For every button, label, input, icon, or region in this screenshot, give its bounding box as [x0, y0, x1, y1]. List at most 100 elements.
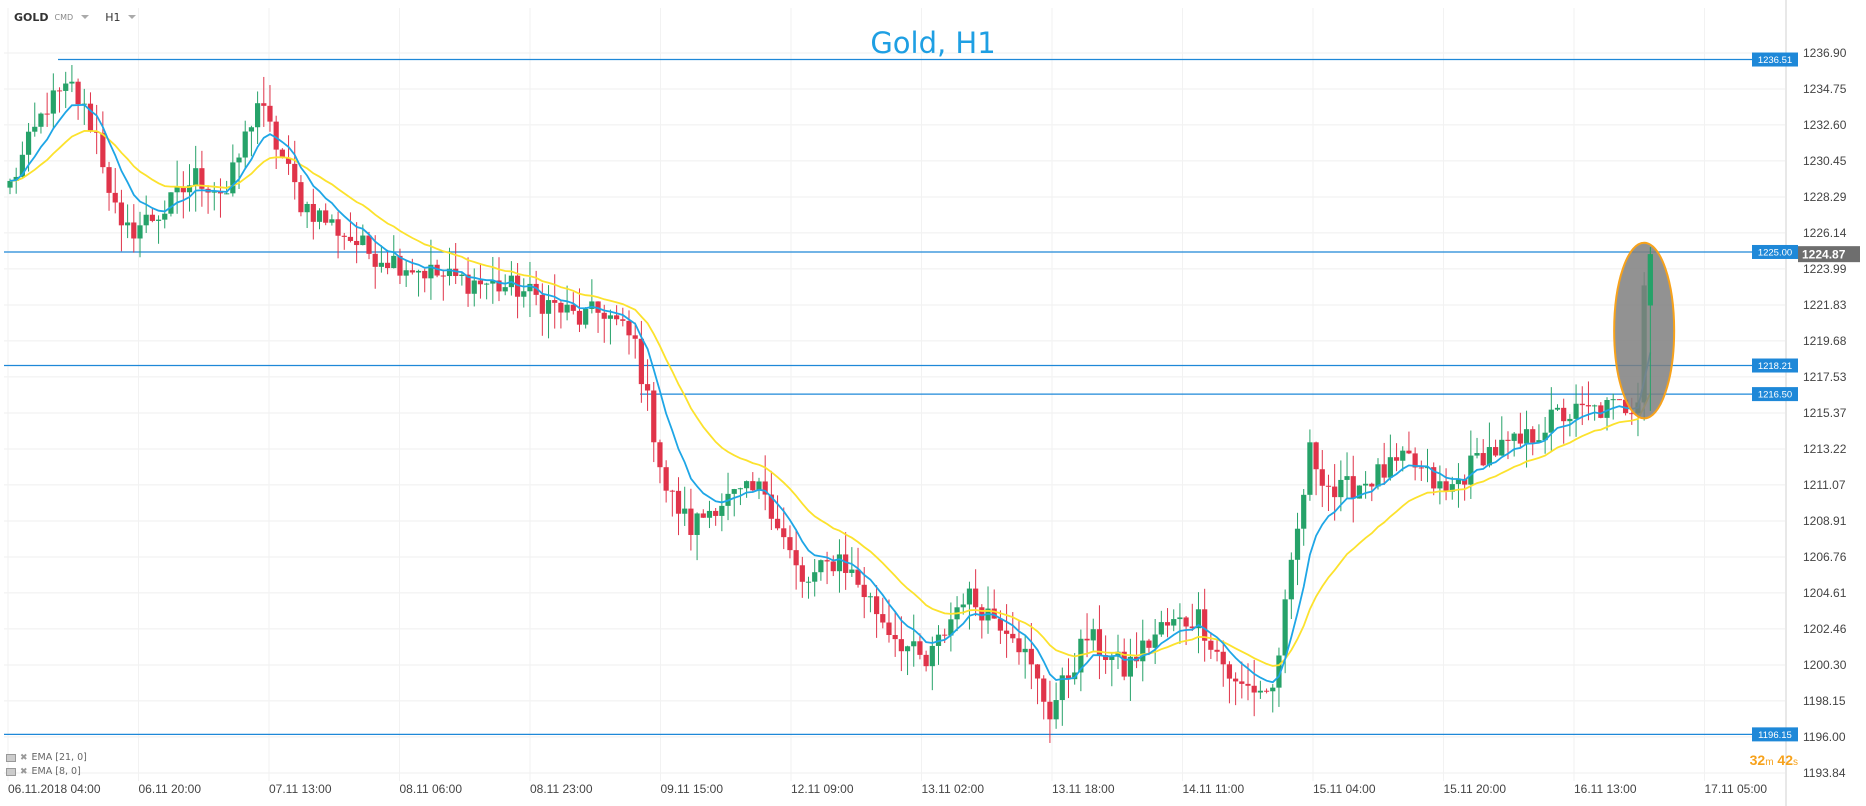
candle	[248, 127, 255, 132]
x-tick-label: 09.11 15:00	[661, 782, 724, 796]
candle	[1493, 447, 1499, 456]
candlesticks	[7, 65, 1653, 743]
candle	[1573, 403, 1579, 419]
close-icon[interactable]: ✖	[20, 752, 28, 763]
x-tick-label: 15.11 20:00	[1444, 782, 1507, 796]
x-axis: 06.11.2018 04:00 06.11 20:00 07.11 13:00 08…	[8, 782, 1767, 796]
candle	[471, 280, 477, 294]
candle	[1338, 479, 1344, 498]
candle	[125, 222, 131, 226]
chevron-down-icon[interactable]	[81, 15, 90, 19]
candle	[1059, 675, 1065, 701]
y-tick-label: 1223.99	[1803, 262, 1847, 276]
candle	[570, 304, 576, 311]
candle	[1103, 655, 1109, 660]
candle	[230, 162, 236, 194]
candle	[255, 103, 261, 128]
candle	[1511, 433, 1517, 441]
timeframe-selector[interactable]: H1	[105, 10, 121, 24]
candle	[56, 90, 63, 92]
candle	[50, 90, 56, 114]
level-tag	[1752, 52, 1798, 67]
candle	[1146, 640, 1152, 648]
candle	[1263, 690, 1270, 692]
candle	[917, 641, 923, 655]
candle	[1462, 478, 1468, 485]
x-tick-label: 08.11 06:00	[400, 782, 463, 796]
candle	[1239, 681, 1245, 684]
candle	[1251, 685, 1257, 693]
candle	[812, 572, 818, 582]
candle	[638, 338, 644, 385]
candle	[682, 508, 688, 514]
candle	[514, 275, 521, 297]
level-tag	[1752, 358, 1798, 373]
candle	[1065, 675, 1072, 680]
candle	[335, 219, 341, 236]
candle	[533, 283, 539, 295]
candle	[279, 149, 285, 158]
candle	[861, 584, 867, 598]
candle	[168, 192, 174, 214]
candle	[1542, 432, 1548, 441]
close-icon[interactable]: ✖	[20, 766, 28, 777]
candle	[143, 214, 149, 226]
indicator-label: EMA [8, 0]	[31, 766, 81, 777]
y-tick-label: 1198.15	[1803, 694, 1846, 708]
candle	[898, 639, 904, 652]
candle	[595, 301, 601, 313]
candle	[63, 83, 69, 91]
candle	[1598, 405, 1604, 418]
candle	[403, 270, 409, 276]
candle	[886, 622, 892, 636]
chevron-down-icon[interactable]	[128, 15, 137, 19]
candle	[1647, 254, 1653, 306]
candle	[1313, 442, 1319, 470]
candle	[502, 287, 508, 292]
candle	[1356, 485, 1363, 499]
candle	[824, 560, 830, 562]
candle	[1554, 407, 1561, 410]
candle	[762, 481, 768, 495]
candle	[942, 634, 948, 636]
candle	[186, 185, 193, 193]
candle	[453, 268, 459, 276]
candle	[1171, 619, 1177, 626]
candle	[7, 180, 13, 188]
candle	[527, 283, 533, 292]
candle	[583, 308, 589, 325]
candle	[1592, 405, 1598, 407]
indicator-legend-ema-fast[interactable]: ✖ EMA [8, 0]	[6, 766, 81, 777]
candle	[1140, 640, 1146, 662]
symbol-selector[interactable]: GOLD	[14, 10, 49, 24]
candle	[1022, 648, 1028, 653]
y-tick-label: 1215.37	[1803, 406, 1847, 420]
candle	[236, 157, 242, 163]
candle	[552, 300, 558, 303]
candle	[818, 560, 824, 573]
candle	[1585, 405, 1592, 407]
candle	[32, 126, 38, 132]
y-tick-label: 1221.83	[1803, 298, 1847, 312]
candle	[675, 490, 682, 514]
candle	[1214, 649, 1220, 652]
candle	[1523, 429, 1530, 444]
countdown-seconds: 42	[1777, 752, 1793, 768]
candle	[1109, 656, 1115, 660]
candle	[1480, 453, 1486, 466]
candle	[1530, 429, 1536, 443]
candle	[1084, 638, 1090, 641]
indicator-legend-ema-slow[interactable]: ✖ EMA [21, 0]	[6, 752, 87, 763]
candle	[1437, 481, 1443, 489]
y-tick-label: 1213.22	[1803, 442, 1847, 456]
candle	[880, 614, 886, 623]
x-tick-label: 16.11 13:00	[1574, 782, 1637, 796]
candle	[793, 550, 799, 566]
candle	[657, 442, 663, 468]
candle	[1072, 672, 1078, 680]
candle	[310, 203, 316, 222]
y-tick-label: 1228.29	[1803, 190, 1847, 204]
x-tick-label: 17.11 05:00	[1705, 782, 1768, 796]
candle	[180, 186, 186, 193]
